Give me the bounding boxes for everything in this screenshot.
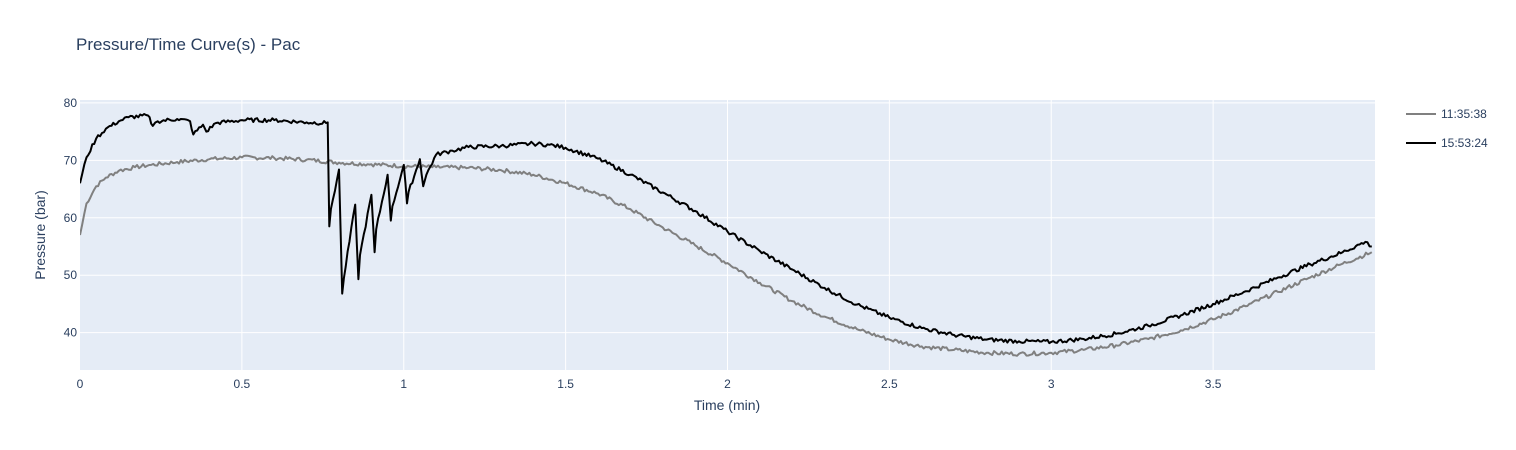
x-tick-label: 1.5 bbox=[557, 377, 574, 391]
y-tick-label: 60 bbox=[64, 211, 78, 225]
legend-label: 11:35:38 bbox=[1441, 107, 1487, 121]
y-tick-label: 40 bbox=[64, 326, 78, 340]
x-tick-label: 3.5 bbox=[1205, 377, 1222, 391]
series-layer bbox=[80, 113, 1373, 357]
x-tick-label: 0.5 bbox=[234, 377, 251, 391]
series-line-1 bbox=[80, 154, 1373, 357]
legend[interactable]: 11:35:38 15:53:24 bbox=[1406, 107, 1488, 150]
x-tick-label: 0 bbox=[77, 377, 84, 391]
x-tick-label: 1 bbox=[400, 377, 407, 391]
series-line-2 bbox=[80, 113, 1372, 345]
y-axis-title: Pressure (bar) bbox=[32, 190, 48, 279]
y-tick-label: 70 bbox=[64, 153, 78, 167]
chart-title: Pressure/Time Curve(s) - Pac bbox=[76, 35, 301, 54]
x-axis-title: Time (min) bbox=[694, 397, 760, 413]
y-axis-ticks: 40 50 60 70 80 bbox=[64, 96, 78, 340]
x-axis-ticks: 0 0.5 1 1.5 2 2.5 3 3.5 bbox=[77, 377, 1222, 391]
x-tick-label: 3 bbox=[1048, 377, 1055, 391]
y-tick-label: 50 bbox=[64, 268, 78, 282]
legend-item-1[interactable]: 11:35:38 bbox=[1406, 107, 1487, 121]
y-tick-label: 80 bbox=[64, 96, 78, 110]
x-tick-label: 2.5 bbox=[881, 377, 898, 391]
legend-label: 15:53:24 bbox=[1441, 136, 1488, 150]
legend-item-2[interactable]: 15:53:24 bbox=[1406, 136, 1488, 150]
x-tick-label: 2 bbox=[724, 377, 731, 391]
